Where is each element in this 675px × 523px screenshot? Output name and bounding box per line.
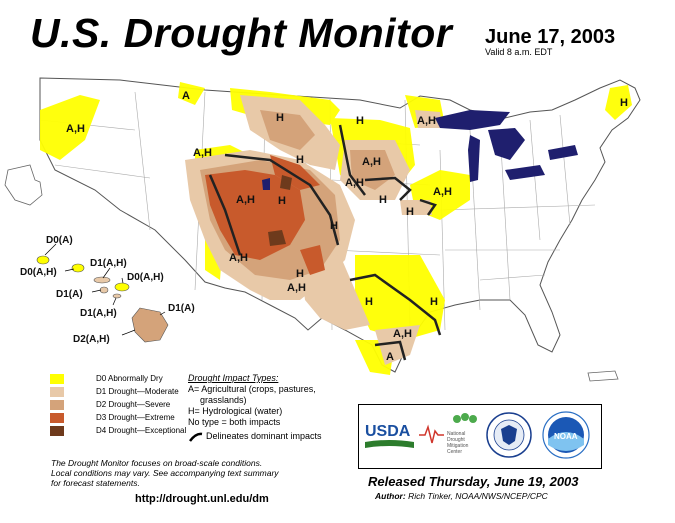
great-lakes [262, 110, 578, 190]
maui [114, 282, 130, 292]
impact-types: Drought Impact Types: A= Agricultural (c… [188, 373, 322, 442]
label-ne-mt: H [296, 154, 304, 166]
svg-text:National: National [447, 431, 465, 437]
author-name: Rich Tinker, NOAA/NWS/NCEP/CPC [408, 491, 548, 501]
label-sd: A,H [362, 156, 381, 168]
label-or: A,H [193, 147, 212, 159]
label-nv: A,H [236, 194, 255, 206]
map-date: June 17, 2003 [485, 26, 616, 48]
label-tx-coast: A,H [393, 328, 412, 340]
legend-label-d2: D2 Drought—Severe [96, 400, 171, 409]
ndmc-signal-icon [419, 424, 444, 444]
focus-note: The Drought Monitor focuses on broad-sca… [51, 458, 351, 488]
delineation-line-icon [189, 432, 203, 442]
page-title: U.S. Drought Monitor [30, 10, 453, 56]
label-mt: H [276, 112, 284, 124]
label-mn: A,H [417, 115, 436, 127]
hi-label-kauai: D0(A) [46, 235, 73, 246]
label-wa: A,H [66, 123, 85, 135]
impact-line-both: No type = both impacts [188, 417, 281, 427]
focus-line-1: The Drought Monitor focuses on broad-sca… [51, 458, 263, 468]
label-il: A,H [433, 186, 452, 198]
svg-text:NOAA: NOAA [554, 432, 578, 441]
label-nh: A [182, 90, 190, 102]
kahoolawe [112, 293, 122, 299]
label-tx-n: H [365, 296, 373, 308]
legend-swatch-d3 [50, 413, 64, 423]
commerce-seal [486, 412, 532, 458]
legend-label-d4: D4 Drought—Exceptional [96, 426, 187, 435]
legend-swatch-d4 [50, 426, 64, 436]
hi-label-maui: D0(A,H) [127, 272, 164, 283]
impact-line-delineate-text: Delineates dominant impacts [206, 431, 322, 441]
label-ne: A,H [345, 177, 364, 189]
impact-lines [208, 124, 442, 361]
usda-logo: USDA [365, 423, 414, 448]
molokai [93, 276, 111, 284]
hi-label-big-island: D2(A,H) [73, 334, 110, 345]
oahu [71, 263, 85, 273]
kauai [36, 255, 50, 265]
alaska [4, 164, 43, 206]
lanai [99, 286, 109, 294]
impact-line-a2: grasslands) [200, 395, 247, 405]
hi-label-kahoolawe: D1(A,H) [80, 308, 117, 319]
label-ia: H [379, 194, 387, 206]
label-co: H [330, 220, 338, 232]
legend-label-d1: D1 Drought—Moderate [96, 387, 179, 396]
label-ok: H [296, 268, 304, 280]
hi-label-molokai: D1(A,H) [90, 258, 127, 269]
hi-label-oahu: D0(A,H) [20, 267, 57, 278]
impact-line-delineate: Delineates dominant impacts [188, 431, 322, 442]
label-nd: H [356, 115, 364, 127]
ndmc-logo: National Drought Mitigation Center [447, 413, 477, 455]
legend-label-d0: D0 Abnormally Dry [96, 374, 163, 383]
d4-areas [268, 175, 292, 246]
puerto-rico [587, 370, 619, 382]
valid-time: Valid 8 a.m. EDT [485, 47, 553, 57]
legend-swatch-d2 [50, 400, 64, 410]
hi-label-lanai: D1(A) [56, 289, 83, 300]
website-link[interactable]: http://drought.unl.edu/dm [135, 493, 269, 505]
author-label: Author: [375, 491, 406, 501]
label-tx-s: A [386, 351, 394, 363]
svg-text:Center: Center [447, 449, 462, 455]
label-az: A,H [229, 252, 248, 264]
legend-swatch-d0 [50, 374, 64, 384]
impact-line-h: H= Hydrological (water) [188, 406, 283, 416]
author-line: Author: Rich Tinker, NOAA/NWS/NCEP/CPC [375, 491, 548, 501]
label-ut: H [278, 195, 286, 207]
agency-logos: USDA National Drought Mitigation Center [358, 404, 602, 469]
legend-label-d3: D3 Drought—Extreme [96, 413, 175, 422]
hi-label-big-island-n: D1(A) [168, 303, 195, 314]
label-ks: H [406, 206, 414, 218]
legend-swatch-d1 [50, 387, 64, 397]
release-date: Released Thursday, June 19, 2003 [368, 474, 579, 489]
logos-svg: USDA National Drought Mitigation Center [365, 411, 590, 459]
svg-text:USDA: USDA [365, 423, 411, 440]
noaa-logo: NOAA [542, 411, 590, 459]
impact-line-a: A= Agricultural (crops, pastures, [188, 384, 316, 394]
label-tx-e: H [430, 296, 438, 308]
hawaii [36, 243, 169, 343]
impact-title: Drought Impact Types: [188, 373, 279, 383]
svg-text:Drought: Drought [447, 437, 465, 443]
svg-text:Mitigation: Mitigation [447, 443, 469, 449]
focus-line-2: Local conditions may vary. See accompany… [51, 468, 279, 478]
label-me: H [620, 97, 628, 109]
label-nm: A,H [287, 282, 306, 294]
focus-line-3: for forecast statements. [51, 478, 140, 488]
